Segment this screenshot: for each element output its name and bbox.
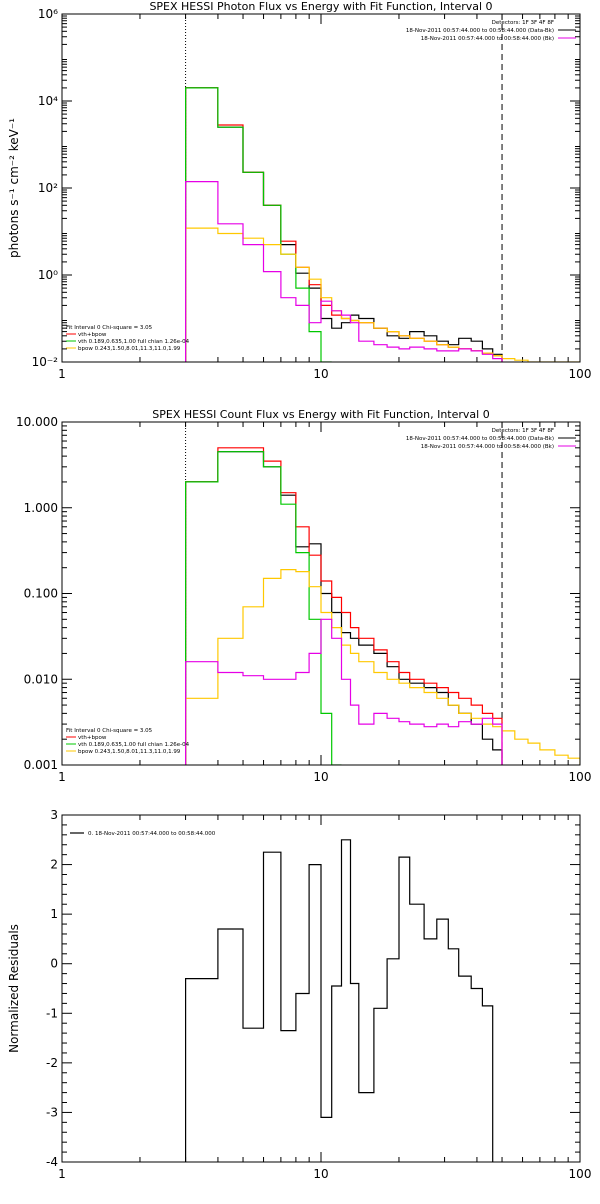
y-tick-label: -4 (46, 1155, 58, 1169)
y-tick-label: 2 (50, 858, 58, 872)
series-group (185, 839, 494, 1162)
legend-bottom-entry: vth 0.189,0.635,1.00 full chian 1.26e-04 (78, 742, 190, 748)
y-tick-label: 0.100 (24, 587, 58, 601)
chart-title: SPEX HESSI Photon Flux vs Energy with Fi… (149, 0, 492, 13)
panel-0: SPEX HESSI Photon Flux vs Energy with Fi… (7, 0, 591, 381)
y-tick-label: -3 (46, 1105, 58, 1119)
y-tick-label: -2 (46, 1056, 58, 1070)
series-line-2 (185, 451, 342, 765)
x-tick-label: 100 (569, 770, 592, 784)
series-line-4 (185, 181, 503, 362)
plot-frame (61, 814, 581, 1163)
x-tick-label: 1 (58, 367, 66, 381)
x-tick-label: 10 (313, 1167, 328, 1181)
legend-bottom-entry: Fit Interval 0 Chi-square = 3.05 (66, 325, 153, 331)
y-tick-label: 10⁻² (32, 355, 59, 369)
x-tick-label: 1 (58, 770, 66, 784)
y-tick-label: 10⁶ (38, 7, 58, 21)
series-group (185, 87, 580, 362)
y-tick-label: -1 (46, 1006, 58, 1020)
y-tick-label: 3 (50, 808, 58, 822)
x-tick-label: 100 (569, 367, 592, 381)
legend-bottom-entry: vth+bpow (78, 735, 107, 741)
x-tick-label: 10 (313, 367, 328, 381)
y-axis-label: photons s⁻¹ cm⁻² keV⁻¹ (7, 118, 21, 258)
legend-top-entry: 18-Nov-2011 00:57:44.000 to 00:58:44.000… (406, 436, 554, 442)
chart-title: SPEX HESSI Count Flux vs Energy with Fit… (152, 408, 489, 421)
y-tick-label: 0 (50, 957, 58, 971)
panel-2: Normalized Residuals 1 10 100 -4 -3 -2 -1 0 1 2 3 0.… (7, 808, 591, 1181)
series-line-1 (185, 447, 503, 765)
y-tick-label: 10.000 (16, 415, 58, 429)
y-tick-label: 0.001 (24, 758, 58, 772)
series-line-1 (185, 87, 503, 362)
y-axis-label: Normalized Residuals (7, 924, 21, 1053)
x-tick-label: 10 (313, 770, 328, 784)
plot-frame (61, 13, 581, 363)
y-tick-label: 10⁰ (38, 268, 58, 282)
legend-top-entry: 18-Nov-2011 00:57:44.000 to 00:58:44.000… (421, 444, 554, 450)
series-line-3 (185, 227, 580, 362)
legend-top-entry: 18-Nov-2011 00:57:44.000 to 00:58:44.000… (421, 36, 554, 42)
series-line-0 (185, 87, 503, 362)
y-tick-label: 10² (38, 181, 58, 195)
y-tick-label: 10⁴ (38, 94, 58, 108)
y-tick-label: 1 (50, 907, 58, 921)
x-tick-label: 1 (58, 1167, 66, 1181)
panel-1: SPEX HESSI Count Flux vs Energy with Fit… (16, 408, 591, 784)
legend-bottom-entry: vth 0.189,0.635,1.00 full chian 1.26e-04 (78, 339, 190, 345)
x-tick-label: 100 (569, 1167, 592, 1181)
legend-bottom-entry: vth+bpow (78, 332, 107, 338)
legend-entry: 0. 18-Nov-2011 00:57:44.000 to 00:58:44.… (88, 831, 216, 837)
legend-bottom-entry: Fit Interval 0 Chi-square = 3.05 (66, 728, 153, 734)
legend-top-entry: Detectors: 1F 3F 4F 8F (492, 20, 554, 26)
y-tick-label: 0.010 (24, 672, 58, 686)
series-line-3 (185, 569, 580, 765)
series-line-4 (185, 618, 503, 765)
series-line-0 (185, 451, 503, 765)
legend-top-entry: 18-Nov-2011 00:57:44.000 to 00:58:44.000… (406, 28, 554, 34)
series-group (185, 447, 580, 765)
series-line-2 (185, 87, 332, 362)
y-tick-label: 1.000 (24, 501, 58, 515)
legend-bottom-entry: bpow 0.243,1.50,8.01,11.3,11.0,1.99 (78, 749, 181, 755)
plot-frame (61, 421, 581, 766)
legend-bottom-entry: bpow 0.243,1.50,8.01,11.3,11.0,1.99 (78, 346, 181, 352)
series-line-0 (185, 839, 494, 1162)
legend-top-entry: Detectors: 1F 3F 4F 8F (492, 428, 554, 434)
